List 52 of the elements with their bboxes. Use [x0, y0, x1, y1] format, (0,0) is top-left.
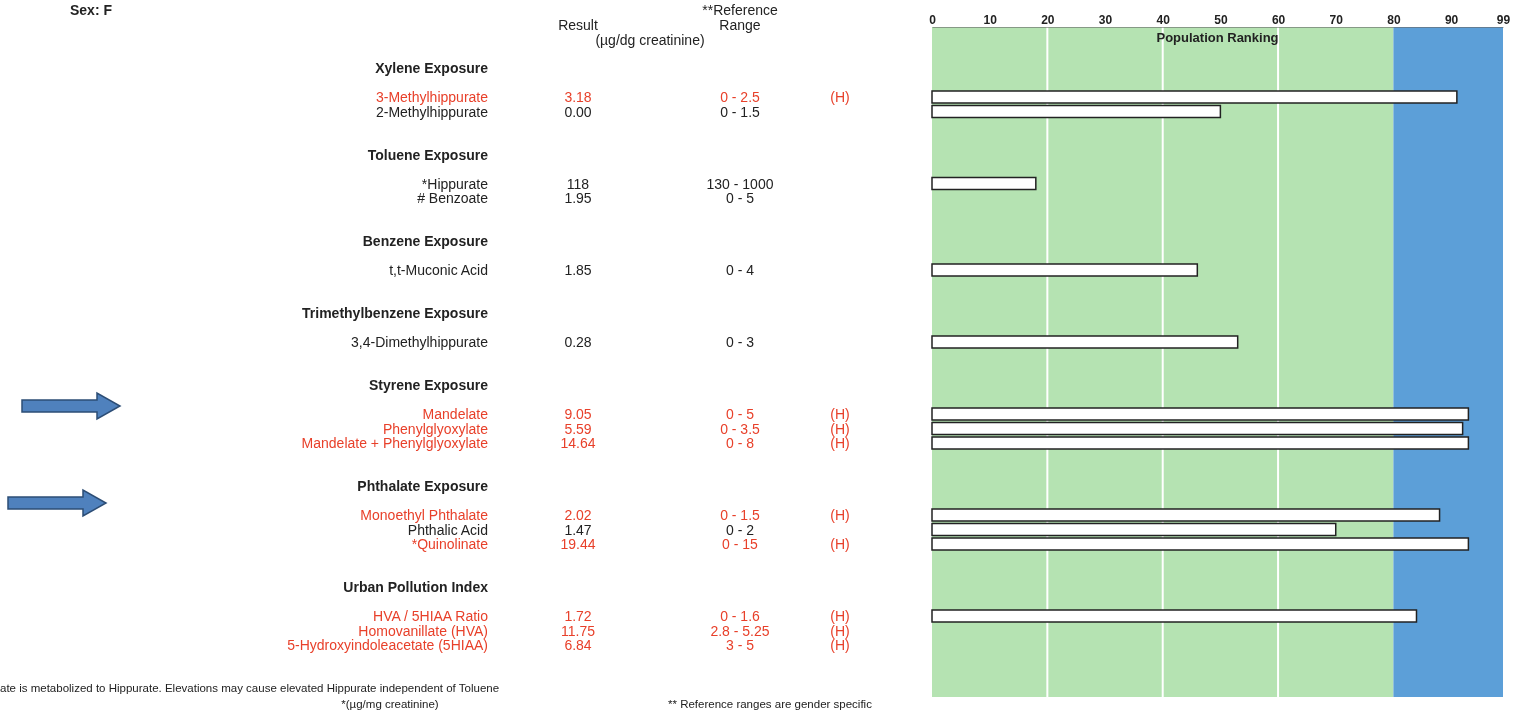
y-tick-label: 5-Hydroxyindoleacetate (5HIAA)	[287, 637, 488, 653]
x2-axis-title: Population Ranking	[1156, 30, 1279, 45]
text: *(µg/mg creatinine)	[341, 698, 439, 710]
x2-tick-label: 60	[1271, 13, 1286, 27]
text: 2.02 0 - 1.5 (H)	[564, 507, 850, 523]
x2-tick-label: 0	[929, 13, 937, 27]
text: Result	[558, 17, 598, 33]
x2-tick-label: 40	[1156, 13, 1171, 27]
y-tick-label: 3-Methylhippurate	[375, 89, 489, 105]
y-tick-label: Mandelate	[422, 406, 489, 422]
text: ate is metabolized to Hippurate. Elevations may cause elevated Hippurate independent of Toluene	[0, 682, 500, 694]
y-tick-label: Phenylglyoxylate	[382, 420, 489, 437]
x2-tick-label: 10	[983, 13, 998, 27]
x2-tick-label: 80	[1387, 13, 1401, 27]
x2-tick-label: 50	[1214, 13, 1228, 27]
text: 1.95 0 - 5	[564, 190, 755, 206]
text: Sex: F	[70, 2, 113, 18]
x2-tick-label: 30	[1098, 13, 1113, 27]
text: 1.47 0 - 2	[564, 521, 755, 538]
y-tick-label: Toluene Exposure	[367, 146, 489, 163]
y-tick-label: Mandelate + Phenylglyoxylate	[301, 435, 489, 451]
x2-tick-label: 20	[1041, 13, 1055, 27]
y-tick-label: 3,4-Dimethylhippurate	[351, 334, 489, 350]
text: 1.72 0 - 1.6 (H)	[564, 608, 850, 624]
y-tick-label: Monoethyl Phthalate	[360, 507, 489, 523]
text: 14.64 0 - 8 (H)	[560, 435, 850, 451]
y-tick-label: Trimethylbenzene Exposure	[302, 305, 489, 321]
y-tick-label: Benzene Exposure	[362, 233, 489, 249]
y-tick-label: t,t-Muconic Acid	[389, 262, 488, 278]
y-tick-label: Homovanillate (HVA)	[358, 622, 488, 639]
y-tick-label: Styrene Exposure	[368, 377, 489, 393]
text: 19.44 0 - 15 (H)	[560, 536, 850, 552]
y-tick-label: Xylene Exposure	[375, 60, 489, 76]
y-tick-label: Urban Pollution Index	[343, 579, 489, 595]
y-tick-label: *Quinolinate	[411, 536, 489, 552]
text: Range	[719, 17, 761, 33]
text: 118 130 - 1000	[566, 175, 774, 192]
text: **Reference	[702, 2, 778, 18]
text: (µg/dg creatinine)	[595, 32, 705, 48]
text: 0.28 0 - 3	[564, 334, 755, 350]
text: ** Reference ranges are gender specific	[668, 698, 873, 710]
text: 3.18 0 - 2.5 (H)	[564, 89, 850, 105]
x2-tick-label: 90	[1444, 13, 1459, 27]
text: 9.05 0 - 5 (H)	[564, 406, 850, 422]
y-tick-label: Phthalate Exposure	[357, 478, 489, 494]
x2-tick-label: 99	[1496, 13, 1511, 27]
text: 1.85 0 - 4	[564, 262, 755, 278]
y-tick-label: HVA / 5HIAA Ratio	[373, 608, 489, 624]
x2-tick-label: 70	[1329, 13, 1344, 27]
text: 6.84 3 - 5 (H)	[564, 637, 850, 653]
text: 0.00 0 - 1.5	[564, 103, 760, 120]
y-tick-label: *Hippurate	[421, 175, 489, 192]
